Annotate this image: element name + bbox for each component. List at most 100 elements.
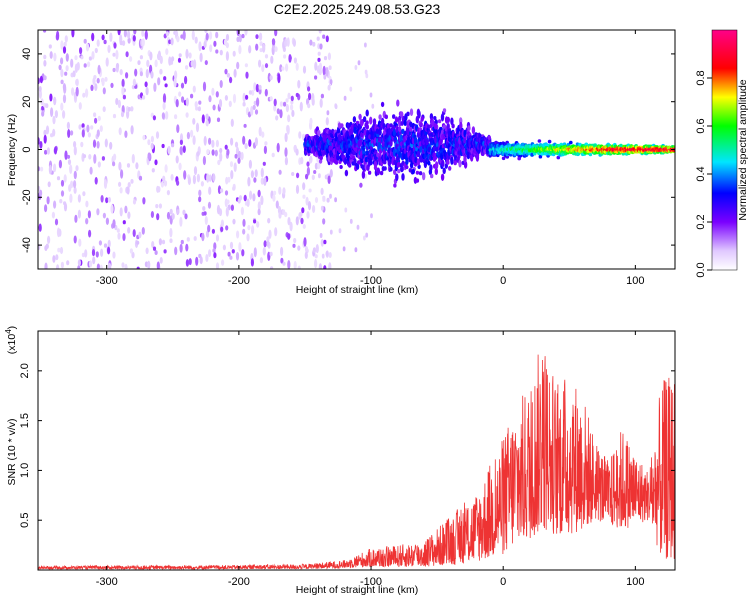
heatmap-cell <box>352 150 356 156</box>
heatmap-cell <box>150 142 154 150</box>
heatmap-cell <box>85 200 89 208</box>
heatmap-cell <box>122 40 126 46</box>
heatmap-cell <box>238 34 242 43</box>
heatmap-cell <box>129 248 133 254</box>
heatmap-cell <box>39 141 43 149</box>
heatmap-cell <box>327 84 331 91</box>
heatmap-cell <box>198 196 202 203</box>
heatmap-cell <box>193 236 197 241</box>
heatmap-cell <box>249 190 253 200</box>
heatmap-cell <box>184 75 188 85</box>
heatmap-cell <box>362 116 367 123</box>
heatmap-cell <box>112 161 116 167</box>
heatmap-cell <box>357 60 361 66</box>
heatmap-cell <box>290 95 294 102</box>
heatmap-cell <box>185 65 189 70</box>
colorbar-ticks: 0.0 0.2 0.4 0.6 0.8 <box>695 70 712 278</box>
heatmap-cell <box>314 75 318 80</box>
heatmap-cell <box>67 129 71 138</box>
heatmap-cell <box>365 109 369 117</box>
heatmap-cell <box>287 114 291 123</box>
heatmap-cell <box>196 173 200 183</box>
heatmap-cell <box>232 218 236 225</box>
heatmap-cell <box>44 262 48 269</box>
heatmap-cell <box>547 139 552 144</box>
heatmap-cell <box>217 159 221 166</box>
heatmap-cell <box>295 184 300 194</box>
heatmap-cell <box>56 264 60 269</box>
heatmap-cell <box>286 37 290 47</box>
heatmap-cell <box>107 44 111 54</box>
heatmap-cell <box>205 113 209 120</box>
heatmap-cell <box>44 149 48 155</box>
heatmap-cell <box>556 155 561 160</box>
heatmap-cell <box>207 224 211 233</box>
heatmap-cell <box>149 51 153 61</box>
heatmap-cell <box>74 55 78 61</box>
heatmap-cell <box>43 134 47 144</box>
heatmap-cell <box>291 172 295 176</box>
heatmap-cell <box>154 250 158 256</box>
heatmap-cell <box>107 196 111 203</box>
heatmap-cell <box>319 233 323 238</box>
heatmap-cell <box>318 173 321 179</box>
heatmap-cell <box>304 251 308 259</box>
heatmap-cell <box>322 218 326 225</box>
heatmap-cell <box>115 62 120 69</box>
heatmap-cell <box>316 36 320 41</box>
heatmap-cell <box>178 53 182 58</box>
heatmap-cell <box>262 43 266 53</box>
heatmap-cell <box>62 83 66 91</box>
heatmap-cell <box>229 161 234 168</box>
heatmap-cell <box>178 91 182 97</box>
heatmap-cell <box>169 227 173 238</box>
heatmap-cell <box>375 128 380 134</box>
heatmap-cell <box>127 37 131 44</box>
heatmap-cell <box>64 35 68 43</box>
heatmap-cell <box>78 238 82 247</box>
heatmap-cell <box>43 75 47 81</box>
heatmap-cell <box>38 166 41 172</box>
heatmap-cell <box>104 138 108 148</box>
heatmap-cell <box>141 38 145 47</box>
heatmap-cell <box>122 233 126 242</box>
heatmap-cell <box>299 212 303 217</box>
heatmap-cell <box>395 173 399 182</box>
heatmap-cell <box>290 100 294 105</box>
heatmap-cell <box>158 238 162 246</box>
heatmap-cell <box>279 101 283 107</box>
heatmap-cell <box>302 194 306 199</box>
heatmap-cell <box>356 224 360 230</box>
heatmap-cell <box>422 172 426 181</box>
heatmap-cell <box>203 135 207 146</box>
heatmap-cell <box>200 181 204 187</box>
heatmap-cell <box>132 35 136 42</box>
heatmap-cell <box>270 266 274 269</box>
heatmap-cell <box>110 82 114 88</box>
heatmap-x-tick-label: 100 <box>626 275 644 287</box>
heatmap-cell <box>175 155 179 164</box>
heatmap-cell <box>247 176 251 187</box>
heatmap-cell <box>221 259 225 266</box>
heatmap-cell <box>118 127 122 136</box>
heatmap-cell <box>274 227 278 237</box>
heatmap-cell <box>141 227 145 235</box>
heatmap-cell <box>234 153 238 159</box>
heatmap-cell <box>173 77 177 88</box>
heatmap-cell <box>40 98 44 106</box>
heatmap-cell <box>90 125 94 130</box>
heatmap-cell <box>267 72 271 83</box>
heatmap-cell <box>292 38 296 47</box>
heatmap-cell <box>94 47 98 54</box>
heatmap-cell <box>205 119 209 127</box>
heatmap-cell <box>308 92 312 101</box>
heatmap-cell <box>411 168 415 175</box>
heatmap-cell <box>361 170 366 179</box>
heatmap-cell <box>179 216 183 227</box>
heatmap-cell <box>254 137 258 147</box>
heatmap-cell <box>226 73 230 78</box>
heatmap-cell <box>112 113 117 119</box>
heatmap-cell <box>334 197 337 203</box>
heatmap-cell <box>255 43 259 51</box>
